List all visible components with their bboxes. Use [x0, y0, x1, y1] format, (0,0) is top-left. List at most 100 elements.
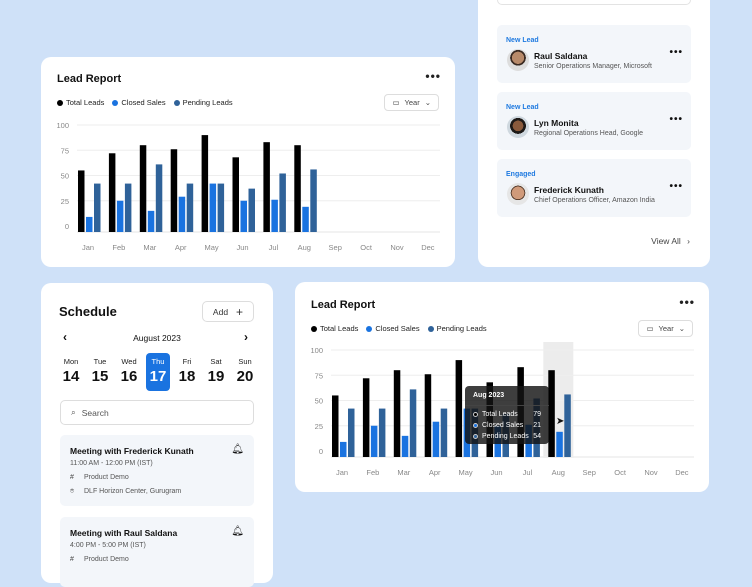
- bar-total-leads: [78, 170, 85, 232]
- x-tick-label: Aug: [552, 468, 565, 477]
- lead-name: Raul Saldana: [534, 51, 588, 61]
- x-tick-label: May: [459, 468, 473, 477]
- bar-closed-sales: [271, 199, 278, 232]
- more-icon[interactable]: •••: [679, 295, 695, 309]
- bar-pending-leads: [124, 183, 132, 232]
- bell-icon[interactable]: 🔔︎: [231, 526, 244, 537]
- leads-panel: New Lead Raul Saldana Senior Operations …: [478, 0, 710, 267]
- bar-pending-leads: [155, 164, 163, 232]
- avatar: [507, 49, 529, 71]
- prev-month-icon[interactable]: ‹: [63, 330, 67, 344]
- lead-name: Frederick Kunath: [534, 185, 604, 195]
- meeting-title: Meeting with Frederick Kunath: [70, 446, 194, 456]
- bell-icon[interactable]: 🔔︎: [231, 444, 244, 455]
- day-name: Fri: [182, 357, 192, 366]
- more-icon[interactable]: •••: [669, 114, 683, 125]
- day-wed[interactable]: Wed 16: [117, 353, 141, 391]
- more-icon[interactable]: •••: [425, 69, 441, 83]
- period-value: Year: [404, 98, 420, 107]
- legend-item: Pending Leads: [173, 98, 233, 107]
- lead-card[interactable]: New Lead Raul Saldana Senior Operations …: [497, 25, 691, 83]
- day-number: 18: [178, 368, 196, 385]
- bar-pending-leads: [310, 169, 317, 232]
- bar-total-leads: [263, 142, 270, 232]
- y-tick-label: 50: [315, 397, 323, 406]
- next-month-icon[interactable]: ›: [244, 330, 248, 344]
- bar-total-leads: [548, 370, 555, 457]
- legend-item: Closed Sales: [366, 324, 420, 333]
- month-label: August 2023: [133, 333, 181, 343]
- bar-total-leads: [201, 135, 209, 232]
- bar-total-leads: [232, 157, 239, 232]
- card-title: Lead Report: [57, 73, 122, 85]
- x-tick-label: Nov: [644, 468, 658, 477]
- add-button[interactable]: Add +: [202, 301, 254, 322]
- more-icon[interactable]: •••: [669, 47, 683, 58]
- bar-pending-leads: [94, 183, 101, 232]
- search-input[interactable]: ⌕ Search: [60, 400, 254, 425]
- bar-total-leads: [424, 374, 432, 457]
- bar-closed-sales: [302, 206, 309, 232]
- day-tue[interactable]: Tue 15: [88, 353, 112, 391]
- x-tick-label: May: [205, 243, 219, 252]
- add-label: Add: [212, 306, 229, 317]
- day-sat[interactable]: Sat 19: [204, 353, 228, 391]
- day-number: 15: [91, 368, 109, 385]
- mouse-cursor-icon: ➤: [556, 416, 565, 427]
- bar-closed-sales: [86, 216, 93, 232]
- meeting-item[interactable]: Meeting with Frederick Kunath 11:00 AM -…: [60, 435, 254, 506]
- tooltip-row: Pending Leads 54: [473, 431, 541, 442]
- series-dot: [473, 412, 478, 417]
- day-name: Thu: [151, 357, 165, 366]
- leads-search-box[interactable]: [497, 0, 691, 5]
- search-icon: ⌕: [71, 407, 76, 417]
- hash-icon: #: [70, 556, 74, 563]
- lead-card[interactable]: New Lead Lyn Monita Regional Operations …: [497, 92, 691, 150]
- period-select[interactable]: ▭ Year ⌄: [638, 320, 693, 337]
- day-name: Tue: [93, 357, 107, 366]
- lead-name: Lyn Monita: [534, 118, 579, 128]
- day-mon[interactable]: Mon 14: [59, 353, 83, 391]
- x-tick-label: Sep: [583, 468, 596, 477]
- bar-pending-leads: [409, 389, 417, 457]
- bar-total-leads: [170, 149, 178, 232]
- view-all-link[interactable]: View All ›: [651, 236, 690, 246]
- day-number: 17: [149, 368, 167, 385]
- period-select[interactable]: ▭ Year ⌄: [384, 94, 439, 111]
- avatar: [507, 116, 529, 138]
- y-tick-label: 25: [315, 422, 323, 431]
- bar-closed-sales: [240, 200, 247, 232]
- bar-closed-sales: [147, 210, 155, 232]
- legend-item: Total Leads: [311, 324, 358, 333]
- bar-total-leads: [393, 370, 401, 457]
- week-strip: Mon 14 Tue 15 Wed 16 Thu 17 Fri 18 Sat 19 Sun 20: [59, 353, 257, 391]
- tooltip-label: Pending Leads: [482, 433, 529, 440]
- y-tick-label: 0: [65, 222, 69, 231]
- lead-card[interactable]: Engaged Frederick Kunath Chief Operation…: [497, 159, 691, 217]
- day-sun[interactable]: Sun 20: [233, 353, 257, 391]
- x-tick-label: Jan: [82, 243, 94, 252]
- x-tick-label: Jun: [236, 243, 248, 252]
- calendar-icon: ▭: [392, 98, 400, 107]
- day-thu[interactable]: Thu 17: [146, 353, 170, 391]
- calendar-icon: ▭: [646, 324, 654, 333]
- x-tick-label: Jul: [269, 243, 279, 252]
- bar-pending-leads: [378, 408, 386, 457]
- bar-closed-sales: [432, 421, 440, 457]
- bar-closed-sales: [178, 196, 186, 232]
- tooltip-row: Closed Sales 21: [473, 420, 541, 431]
- lead-report-card: Lead Report ••• Total Leads Closed Sales…: [41, 57, 455, 267]
- bar-closed-sales: [209, 183, 217, 232]
- y-tick-label: 100: [310, 346, 323, 355]
- x-tick-label: Mar: [397, 468, 410, 477]
- more-icon[interactable]: •••: [669, 181, 683, 192]
- day-name: Wed: [121, 357, 137, 366]
- chevron-right-icon: ›: [687, 236, 690, 246]
- bar-pending-leads: [279, 173, 286, 232]
- meeting-item[interactable]: Meeting with Raul Saldana 4:00 PM - 5:00…: [60, 517, 254, 587]
- x-tick-label: Mar: [143, 243, 156, 252]
- day-fri[interactable]: Fri 18: [175, 353, 199, 391]
- period-value: Year: [658, 324, 674, 333]
- tooltip-label: Total Leads: [482, 411, 518, 418]
- bar-total-leads: [108, 153, 116, 232]
